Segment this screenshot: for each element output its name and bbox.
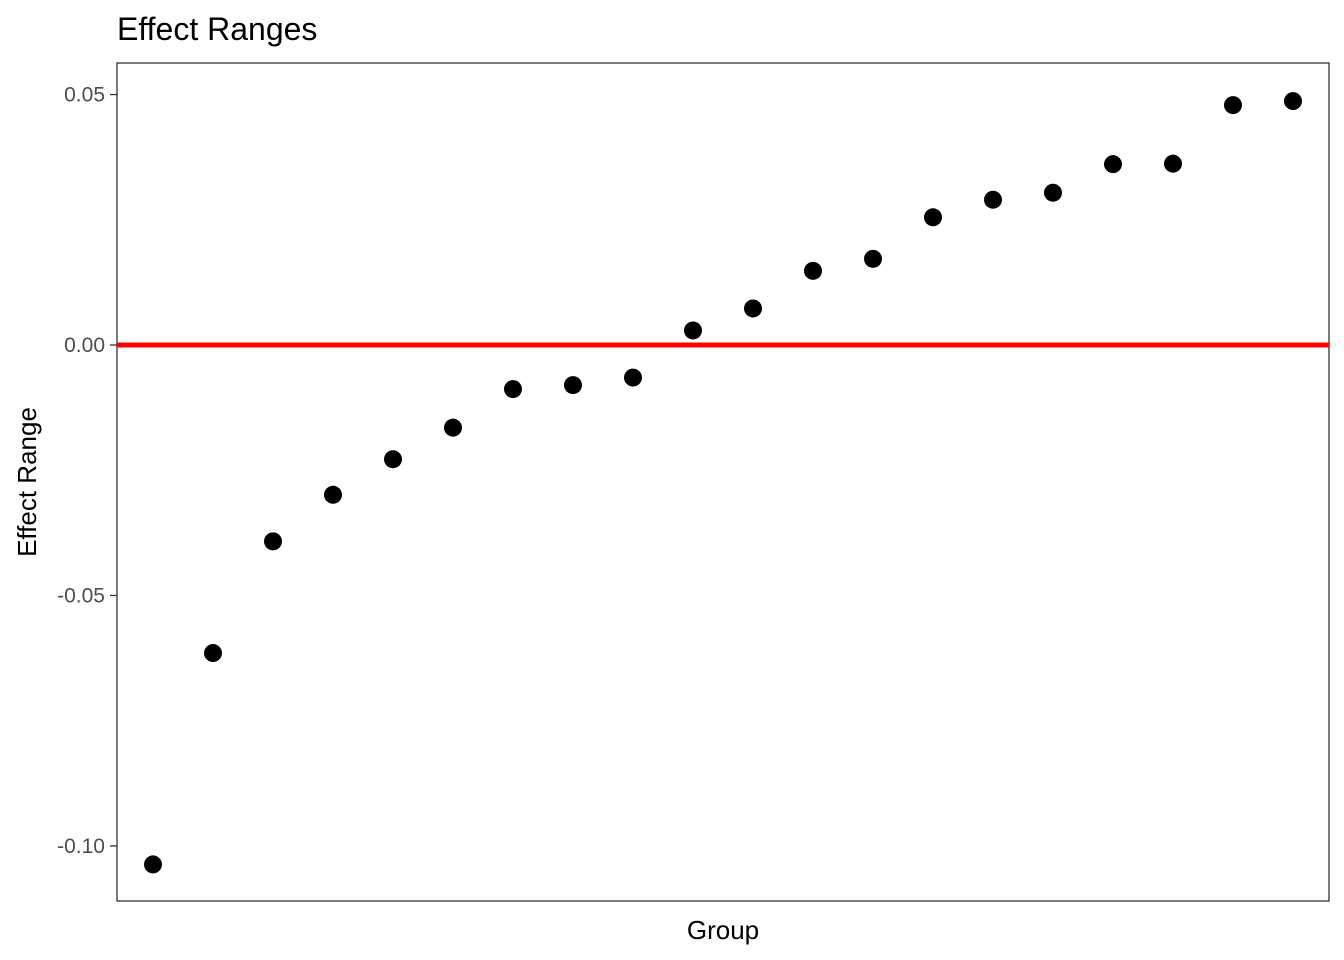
data-point: [1284, 92, 1302, 111]
data-point: [864, 249, 882, 268]
data-point: [504, 380, 522, 399]
points-layer: [144, 92, 1302, 874]
plot-panel: [116, 62, 1330, 902]
y-tick-label: 0.05: [64, 84, 105, 107]
chart-title: Effect Ranges: [117, 11, 317, 47]
data-point: [264, 532, 282, 551]
data-point: [744, 299, 762, 318]
data-point: [684, 321, 702, 340]
data-point: [204, 644, 222, 663]
y-axis-title: Effect Range: [12, 407, 42, 557]
y-tick-label: -0.10: [57, 835, 105, 858]
y-axis: 0.05 0.00 -0.05 -0.10: [57, 84, 117, 858]
data-point: [564, 376, 582, 395]
y-tick-label: -0.05: [57, 584, 105, 607]
data-point: [144, 855, 162, 874]
data-point: [444, 418, 462, 437]
y-tick-label: 0.00: [64, 334, 105, 357]
data-point: [624, 368, 642, 387]
data-point: [1044, 183, 1062, 202]
data-point: [1164, 154, 1182, 173]
x-axis-title: Group: [687, 915, 759, 945]
data-point: [924, 208, 942, 227]
data-point: [984, 190, 1002, 209]
data-point: [1104, 155, 1122, 174]
data-point: [804, 261, 822, 280]
data-point: [384, 450, 402, 469]
data-point: [324, 485, 342, 504]
data-point: [1224, 96, 1242, 115]
